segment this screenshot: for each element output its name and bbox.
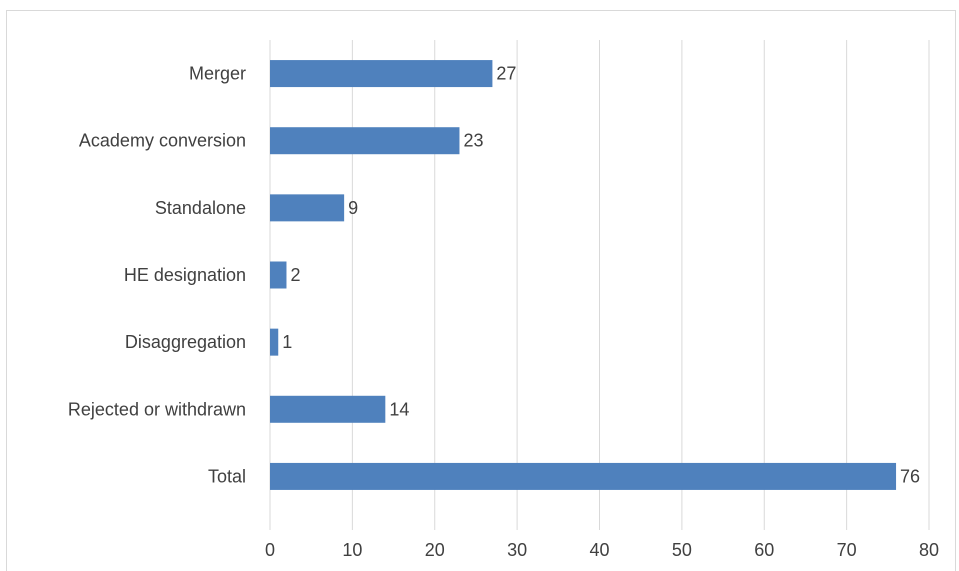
x-tick-label: 80 xyxy=(919,540,939,560)
category-label: Merger xyxy=(189,64,246,84)
category-label: Standalone xyxy=(155,198,246,218)
data-label: 14 xyxy=(389,399,409,419)
data-label: 2 xyxy=(290,265,300,285)
x-tick-label: 10 xyxy=(342,540,362,560)
x-tick-label: 20 xyxy=(425,540,445,560)
bar-standalone xyxy=(270,194,345,222)
bars xyxy=(270,60,897,490)
bar-disaggregation xyxy=(270,328,279,356)
x-tick-label: 60 xyxy=(754,540,774,560)
bar-rejected-or-withdrawn xyxy=(270,395,386,423)
category-label: Rejected or withdrawn xyxy=(68,399,246,419)
data-label: 23 xyxy=(463,131,483,151)
x-tick-label: 70 xyxy=(837,540,857,560)
bar-he-designation xyxy=(270,261,287,289)
x-tick-label: 0 xyxy=(265,540,275,560)
bar-academy-conversion xyxy=(270,127,460,155)
x-tick-label: 40 xyxy=(589,540,609,560)
data-label: 27 xyxy=(496,64,516,84)
gridlines xyxy=(269,40,930,530)
data-label: 9 xyxy=(348,198,358,218)
labels: 0 10 20 30 40 50 60 70 80 Merger 27 Academy convers… xyxy=(68,64,939,560)
bar-merger xyxy=(270,60,493,88)
category-label: Academy conversion xyxy=(79,131,246,151)
x-tick-label: 50 xyxy=(672,540,692,560)
data-label: 76 xyxy=(900,466,920,486)
bar-total xyxy=(270,462,897,490)
data-label: 1 xyxy=(282,332,292,352)
x-tick-label: 30 xyxy=(507,540,527,560)
category-label: Total xyxy=(208,466,246,486)
category-label: Disaggregation xyxy=(125,332,246,352)
category-label: HE designation xyxy=(124,265,246,285)
